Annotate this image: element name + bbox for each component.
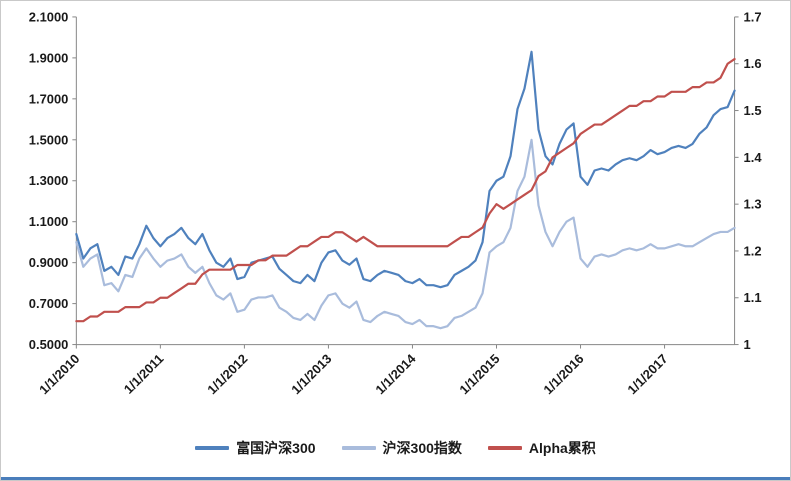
x-axis-tick-label: 1/1/2015 — [456, 351, 502, 397]
left-axis-tick-label: 0.7000 — [29, 296, 69, 311]
legend-swatch-fund — [195, 446, 230, 450]
legend-label-index: 沪深300指数 — [382, 440, 462, 456]
legend-item-index[interactable]: 沪深300指数 — [341, 438, 462, 458]
legend-item-alpha[interactable]: Alpha累积 — [487, 438, 596, 458]
right-axis-tick-label: 1.1 — [744, 290, 762, 305]
axis-ticks — [72, 16, 739, 349]
left-axis-tick-label: 1.5000 — [29, 132, 69, 147]
x-axis-tick-label: 1/1/2010 — [36, 351, 82, 397]
left-axis-tick-label: 0.9000 — [29, 255, 69, 270]
left-axis-tick-label: 1.1000 — [29, 214, 69, 229]
series-line-2[interactable] — [75, 57, 736, 323]
bottom-edge-bar — [1, 477, 790, 480]
x-axis-tick-label: 1/1/2013 — [288, 351, 334, 397]
series-line-0[interactable] — [75, 50, 736, 289]
legend-swatch-alpha — [487, 446, 522, 450]
right-axis-tick-label: 1.7 — [744, 9, 762, 24]
right-axis-tick-label: 1.4 — [744, 150, 763, 165]
series-line-1[interactable] — [75, 138, 736, 330]
right-axis-tick-label: 1.6 — [744, 56, 762, 71]
legend-swatch-index — [341, 446, 376, 450]
chart-legend: 富国沪深300 沪深300指数 Alpha累积 — [1, 438, 790, 458]
right-axis-tick-label: 1.5 — [744, 103, 762, 118]
legend-item-fund[interactable]: 富国沪深300 — [195, 438, 316, 458]
right-axis-tick-label: 1 — [744, 337, 751, 352]
right-axis-tick-label: 1.3 — [744, 197, 762, 212]
x-axis-tick-label: 1/1/2014 — [372, 350, 419, 397]
series-lines — [75, 50, 736, 330]
left-axis-tick-label: 2.1000 — [29, 9, 69, 24]
axis-tick-labels: 0.5000 0.7000 0.9000 1.1000 1.3000 1.5000 1.70… — [29, 9, 763, 397]
axes — [75, 16, 736, 346]
left-axis-tick-label: 1.7000 — [29, 91, 69, 106]
x-axis-tick-label: 1/1/2017 — [624, 351, 670, 397]
left-axis-tick-label: 0.5000 — [29, 337, 69, 352]
x-axis-tick-label: 1/1/2011 — [121, 351, 167, 397]
legend-label-fund: 富国沪深300 — [236, 440, 316, 456]
x-axis-tick-label: 1/1/2012 — [204, 351, 250, 397]
legend-label-alpha: Alpha累积 — [528, 440, 596, 456]
right-axis-tick-label: 1.2 — [744, 243, 762, 258]
left-axis-tick-label: 1.9000 — [29, 50, 69, 65]
x-axis-tick-label: 1/1/2016 — [540, 351, 586, 397]
left-axis-tick-label: 1.3000 — [29, 173, 69, 188]
